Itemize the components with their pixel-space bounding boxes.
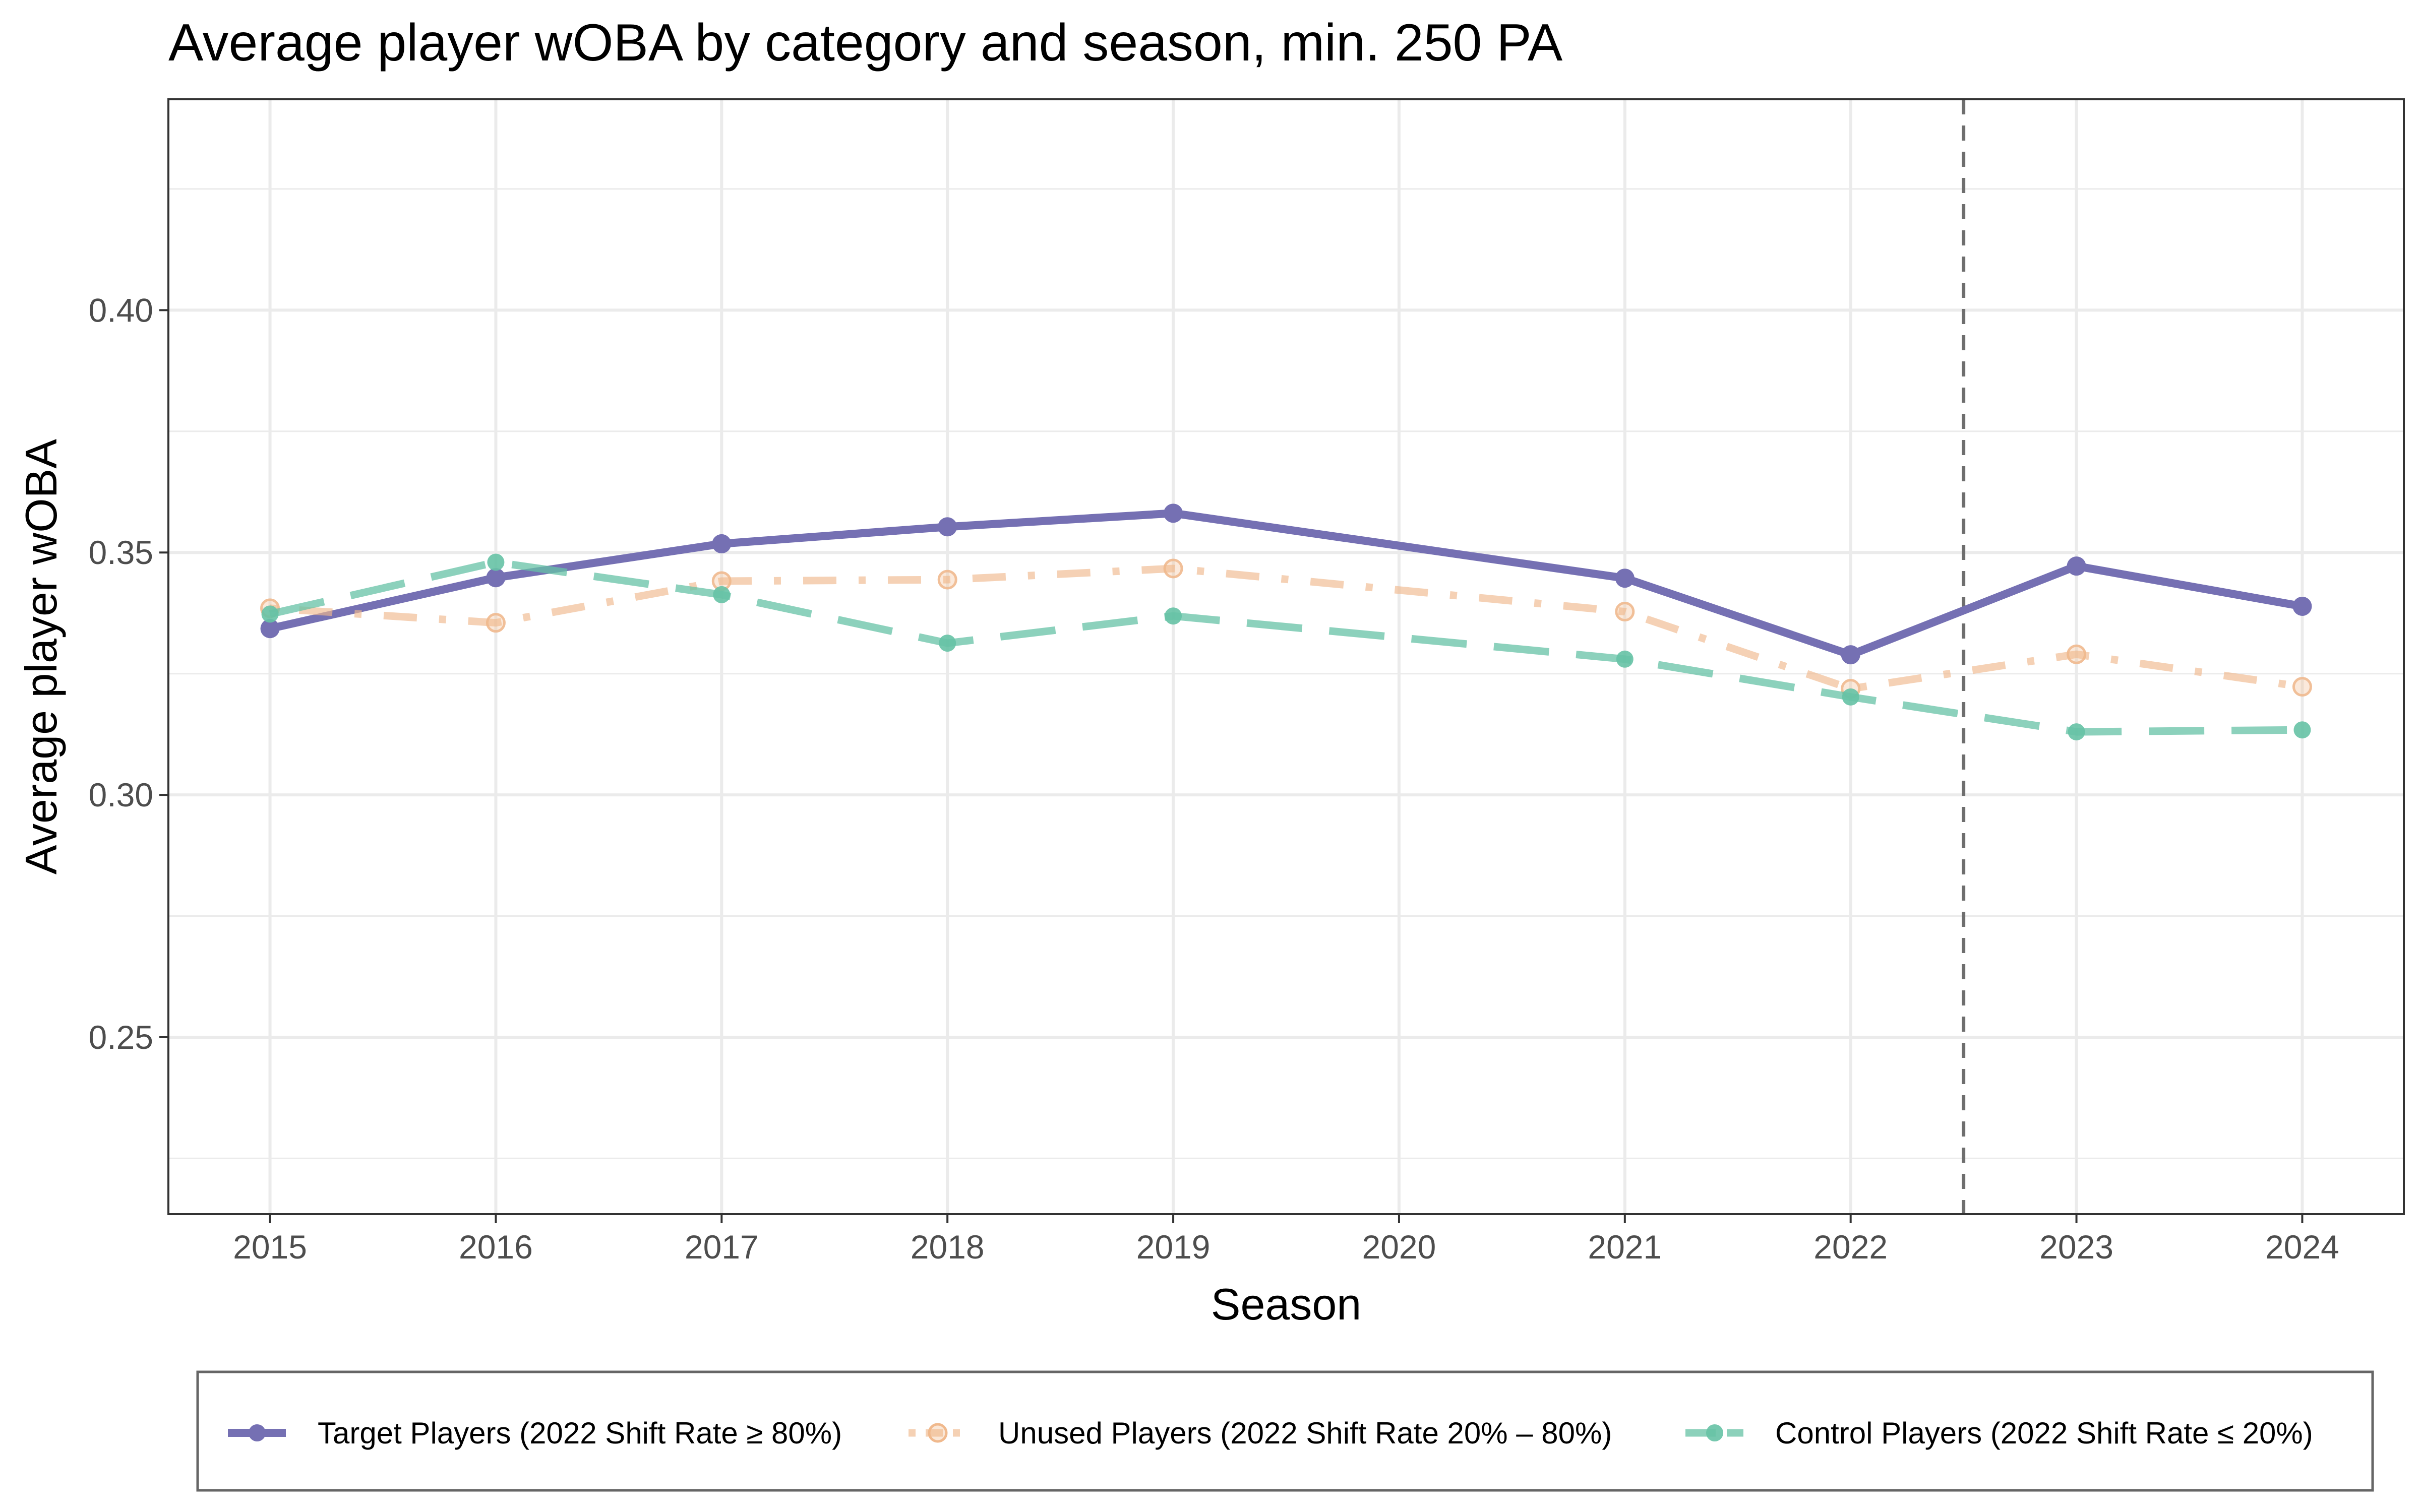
x-tick-label: 2019 [1136, 1228, 1211, 1266]
x-tick-label: 2016 [459, 1228, 533, 1266]
data-point [2067, 644, 2087, 664]
legend-box [196, 1370, 2374, 1492]
plot-panel-border [167, 98, 2405, 1215]
y-tick-label: 0.30 [89, 776, 153, 813]
legend-key-point [249, 1424, 266, 1441]
legend-key-point [1706, 1424, 1723, 1441]
data-point [1163, 558, 1183, 579]
y-tick-label: 0.40 [89, 291, 153, 329]
data-point [261, 605, 279, 623]
data-point [1615, 602, 1635, 622]
legend-label: Control Players (2022 Shift Rate ≤ 20%) [1775, 1416, 2313, 1450]
chart-title: Average player wOBA by category and seas… [168, 14, 1563, 72]
series-2 [260, 558, 2312, 699]
data-point [1616, 650, 1634, 668]
legend-item-1: Target Players (2022 Shift Rate ≥ 80%) [228, 1416, 842, 1450]
data-point [2292, 596, 2312, 616]
x-tick-label: 2024 [2265, 1228, 2339, 1266]
x-tick-label: 2020 [1362, 1228, 1436, 1266]
data-point [260, 619, 280, 639]
data-point [1842, 688, 1859, 706]
series-line [270, 564, 2303, 692]
data-point [486, 613, 506, 633]
legend-item-3: Control Players (2022 Shift Rate ≤ 20%) [1685, 1416, 2313, 1450]
data-point [2292, 677, 2312, 697]
x-tick-label: 2023 [2039, 1228, 2113, 1266]
data-point [939, 635, 956, 652]
x-tick-label: 2015 [233, 1228, 307, 1266]
y-axis-title: Average player wOBA [16, 439, 66, 874]
x-tick-label: 2021 [1588, 1228, 1662, 1266]
x-axis-title: Season [1211, 1279, 1361, 1329]
data-point [937, 570, 957, 590]
legend-item-2: Unused Players (2022 Shift Rate 20% – 80… [909, 1416, 1612, 1450]
data-point [1164, 503, 1183, 523]
plot-background [168, 99, 2404, 1214]
series-3 [261, 553, 2311, 741]
grid [168, 99, 2404, 1214]
x-tick-label: 2018 [911, 1228, 985, 1266]
series-1 [260, 503, 2312, 665]
data-point [487, 553, 505, 571]
data-point [713, 586, 731, 603]
x-axis: 2015 2016 2017 2018 2019 2020 2021 2022 2023 2024 [233, 1214, 2339, 1266]
series [260, 503, 2312, 741]
y-tick-label: 0.25 [89, 1019, 153, 1056]
y-axis: 0.25 0.30 0.35 0.40 [89, 291, 168, 1056]
legend-label: Unused Players (2022 Shift Rate 20% – 80… [998, 1416, 1612, 1450]
data-point [2068, 723, 2085, 741]
data-point [2067, 556, 2086, 576]
legend: Target Players (2022 Shift Rate ≥ 80%) Un… [228, 1416, 2313, 1450]
x-tick-label: 2017 [685, 1228, 759, 1266]
y-tick-label: 0.35 [89, 534, 153, 571]
data-point [1841, 645, 1860, 665]
data-point [486, 568, 506, 588]
data-point [1165, 607, 1182, 625]
legend-label: Target Players (2022 Shift Rate ≥ 80%) [318, 1416, 842, 1450]
data-point [2293, 721, 2311, 739]
data-point [1615, 569, 1635, 588]
data-point [938, 517, 957, 537]
legend-key-point [928, 1423, 948, 1443]
x-tick-label: 2022 [1813, 1228, 1888, 1266]
data-point [712, 534, 732, 553]
